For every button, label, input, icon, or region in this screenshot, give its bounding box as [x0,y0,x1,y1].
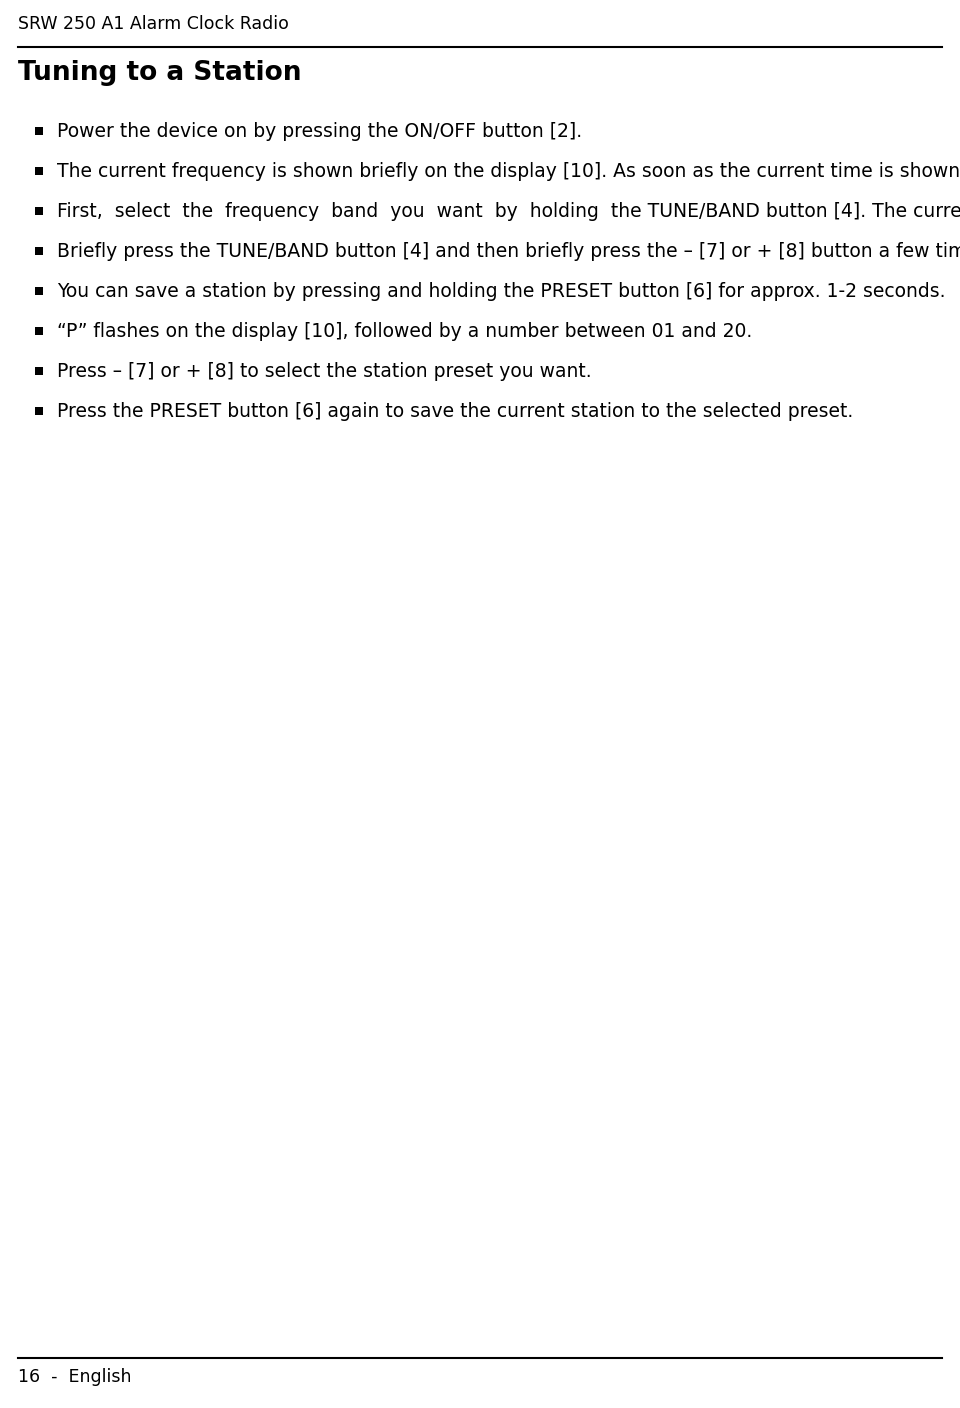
Bar [35,407,43,415]
Text: First,  select  the  frequency  band  you  want  by  holding  the TUNE/BAND butt: First, select the frequency band you wan… [57,201,960,221]
Bar [35,127,43,135]
Text: 16  -  English: 16 - English [18,1369,132,1385]
Text: “P” flashes on the display [10], followed by a number between 01 and 20.: “P” flashes on the display [10], followe… [57,322,753,341]
Bar [35,327,43,335]
Text: You can save a station by pressing and holding the PRESET button [6] for approx.: You can save a station by pressing and h… [57,282,946,301]
Text: Press – [7] or + [8] to select the station preset you want.: Press – [7] or + [8] to select the stati… [57,362,591,382]
Text: Press the PRESET button [6] again to save the current station to the selected pr: Press the PRESET button [6] again to sav… [57,403,853,421]
Text: SRW 250 A1 Alarm Clock Radio: SRW 250 A1 Alarm Clock Radio [18,15,289,32]
Text: The current frequency is shown briefly on the display [10]. As soon as the curre: The current frequency is shown briefly o… [57,162,960,182]
Text: Tuning to a Station: Tuning to a Station [18,61,301,86]
Text: Power the device on by pressing the ON/OFF button [2].: Power the device on by pressing the ON/O… [57,122,582,141]
Bar [35,246,43,255]
Bar [35,287,43,296]
Bar [35,207,43,215]
Text: Briefly press the TUNE/BAND button [4] and then briefly press the – [7] or + [8]: Briefly press the TUNE/BAND button [4] a… [57,242,960,260]
Bar [35,168,43,175]
Bar [35,367,43,375]
